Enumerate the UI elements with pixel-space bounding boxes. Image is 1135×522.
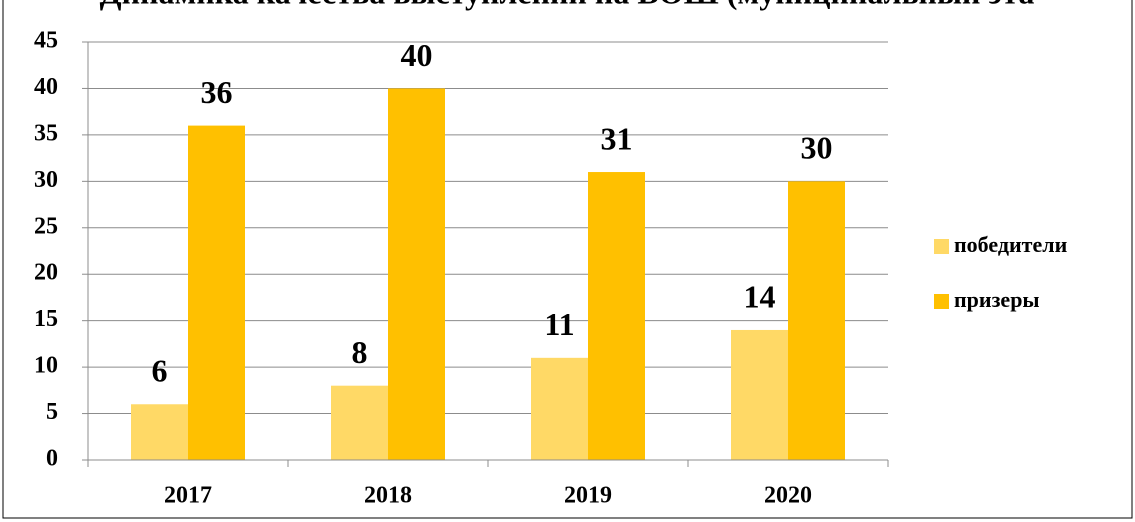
y-tick-label: 15 — [34, 306, 58, 332]
y-tick-label: 10 — [34, 353, 58, 379]
legend-label: победители — [954, 232, 1068, 257]
y-tick-label: 5 — [46, 399, 58, 425]
value-label: 36 — [201, 74, 233, 110]
legend-label: призеры — [954, 287, 1040, 312]
bar — [731, 329, 788, 460]
y-tick-label: 20 — [34, 260, 58, 286]
value-label: 31 — [601, 120, 633, 156]
x-tick-label: 2017 — [164, 483, 212, 509]
value-label: 6 — [152, 353, 168, 389]
bar — [588, 172, 645, 461]
legend-swatch — [934, 294, 949, 309]
value-label: 30 — [801, 130, 833, 166]
value-label: 40 — [401, 37, 433, 73]
value-label: 11 — [544, 306, 574, 342]
bar — [531, 357, 588, 460]
y-tick-label: 0 — [46, 446, 58, 472]
y-tick-label: 30 — [34, 167, 58, 193]
y-tick-label: 35 — [34, 120, 58, 146]
x-tick-label: 2018 — [364, 483, 412, 509]
x-tick-label: 2020 — [764, 483, 812, 509]
x-tick-label: 2019 — [564, 483, 612, 509]
bar — [388, 88, 445, 460]
value-label: 8 — [352, 334, 368, 370]
bar — [788, 181, 845, 461]
legend-swatch — [934, 239, 949, 254]
bar — [331, 385, 388, 460]
chart-title: Динамика качества выступлений на ВОШ (му… — [100, 0, 1035, 10]
value-label: 14 — [744, 278, 776, 314]
bar — [131, 404, 188, 460]
bar — [188, 125, 245, 460]
y-tick-label: 25 — [34, 213, 58, 239]
y-tick-label: 40 — [34, 74, 58, 100]
y-tick-label: 45 — [34, 28, 58, 54]
